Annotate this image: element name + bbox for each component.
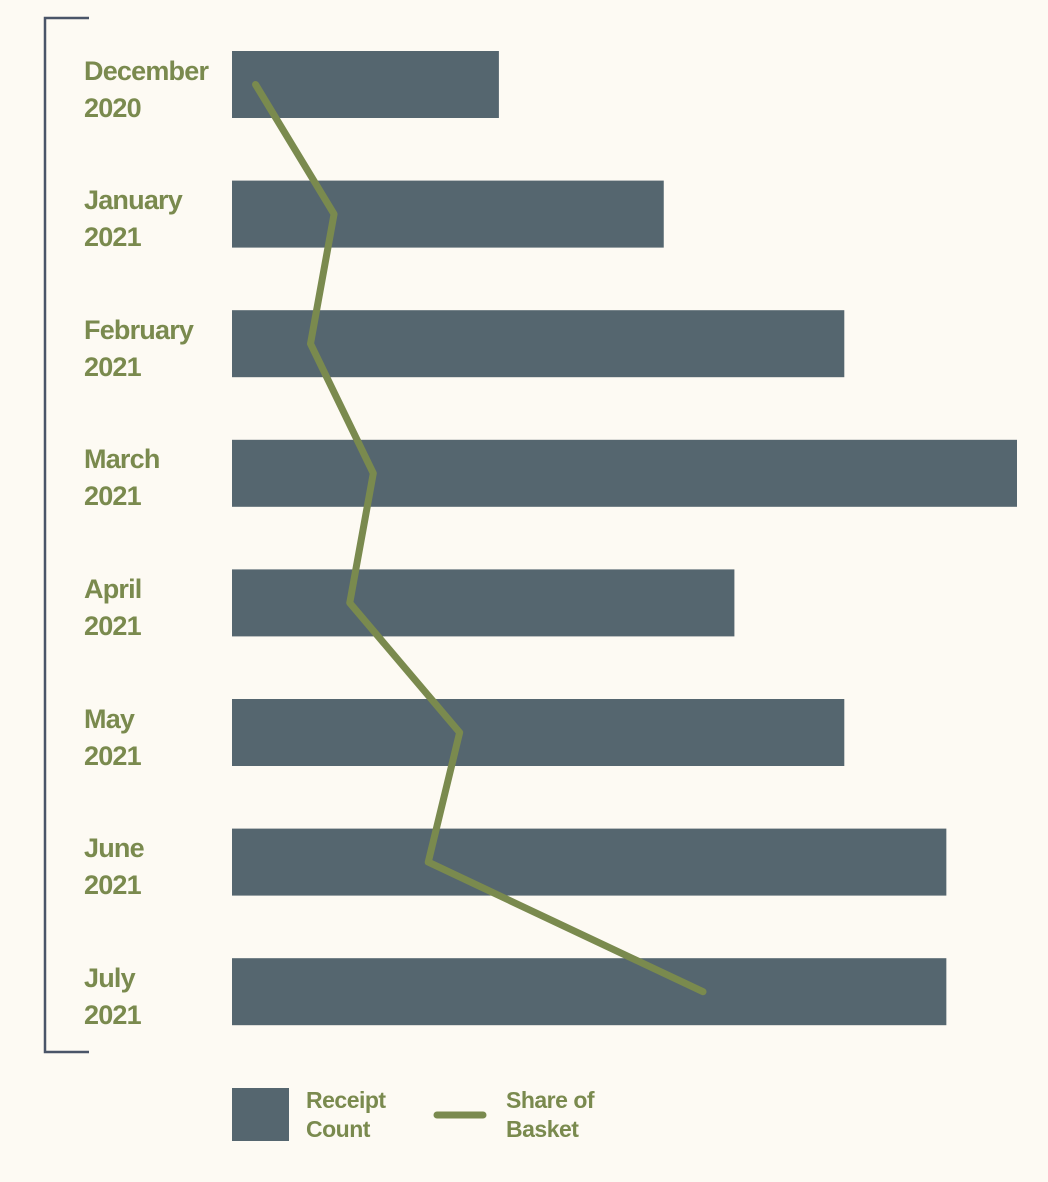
bar xyxy=(232,828,947,896)
bar xyxy=(232,699,845,766)
bar xyxy=(232,958,947,1026)
y-tick-label: June 2021 xyxy=(84,833,145,901)
legend-label: Receipt Count xyxy=(306,1087,386,1142)
legend-swatch xyxy=(232,1088,289,1141)
y-tick-label: December 2020 xyxy=(84,55,209,123)
y-tick-label: April 2021 xyxy=(84,573,142,641)
y-tick-label: March 2021 xyxy=(84,444,160,512)
bar xyxy=(232,51,499,118)
line xyxy=(252,81,707,996)
y-tick-label: February 2021 xyxy=(84,314,194,382)
y-tick-label: January 2021 xyxy=(84,185,183,253)
bar xyxy=(232,310,845,378)
bar xyxy=(232,439,1017,507)
legend-label: Share of Basket xyxy=(506,1087,595,1142)
bar xyxy=(232,180,664,248)
bracket xyxy=(43,16,89,1054)
y-tick-label: May 2021 xyxy=(84,703,142,771)
bar xyxy=(232,569,735,637)
y-tick-label: July 2021 xyxy=(84,962,142,1030)
